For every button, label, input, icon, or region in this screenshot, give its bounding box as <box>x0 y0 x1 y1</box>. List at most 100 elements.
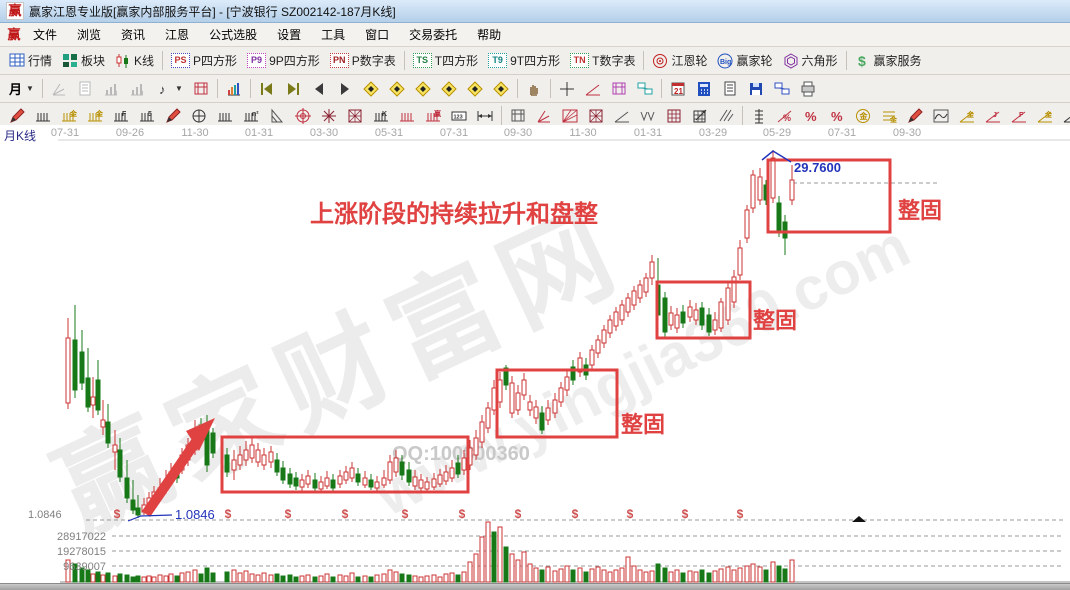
period-selector[interactable]: 月 ▼ <box>4 77 39 100</box>
sectors-button[interactable]: 板块 <box>57 50 110 71</box>
bars9-tool-disabled[interactable]: 9 <box>124 79 150 99</box>
menu-item-5[interactable]: 公式选股 <box>209 28 258 42</box>
p9-square-button[interactable]: P9 9P四方形 <box>242 50 325 71</box>
diamond-nav-4[interactable] <box>436 79 462 99</box>
bottom-scrollbar[interactable] <box>0 583 1070 590</box>
j-angle-tool[interactable]: J <box>980 106 1006 126</box>
wave-tool[interactable] <box>928 106 954 126</box>
span-tool[interactable] <box>472 106 498 126</box>
calculator-tool[interactable] <box>691 79 717 99</box>
star-tool[interactable] <box>316 106 342 126</box>
angle-lines-tool[interactable] <box>609 106 635 126</box>
gold-angle-2[interactable]: 金 <box>1032 106 1058 126</box>
plain-comb[interactable] <box>212 106 238 126</box>
gann-comb[interactable] <box>30 106 56 126</box>
box-net-tool[interactable] <box>583 106 609 126</box>
p-number-button[interactable]: PN P数字表 <box>325 50 401 71</box>
menu-item-9[interactable]: 交易委托 <box>409 28 458 42</box>
menu-item-4[interactable]: 江恩 <box>165 28 190 42</box>
diamond-nav-6[interactable] <box>488 79 514 99</box>
list-tool-disabled[interactable] <box>72 79 98 99</box>
f-angle-tool[interactable]: F <box>1006 106 1032 126</box>
red-comb[interactable] <box>394 106 420 126</box>
measure-angle-tool[interactable] <box>580 79 606 99</box>
menu-item-1[interactable]: 文件 <box>33 28 58 42</box>
winner-wheel-button[interactable]: Big 赢家轮 <box>712 50 777 71</box>
menu-item-7[interactable]: 工具 <box>321 28 346 42</box>
menu-item-6[interactable]: 设置 <box>277 28 302 42</box>
color-histogram-tool[interactable] <box>221 79 247 99</box>
calendar-tool[interactable]: 21 <box>665 79 691 99</box>
fan-lines-tool[interactable] <box>531 106 557 126</box>
sail-tool[interactable] <box>264 106 290 126</box>
go-prev-button[interactable] <box>306 79 332 99</box>
gann-wheel-button[interactable]: 江恩轮 <box>647 50 712 71</box>
five-comb[interactable]: 5 <box>134 106 160 126</box>
target-tool[interactable] <box>290 106 316 126</box>
gann-comb-icon <box>35 108 51 124</box>
go-first-button[interactable] <box>254 79 280 99</box>
circle-ruler[interactable] <box>186 106 212 126</box>
diamond-nav-5[interactable] <box>462 79 488 99</box>
menu-item-3[interactable]: 资讯 <box>121 28 146 42</box>
print-tool[interactable] <box>795 79 821 99</box>
gann-frame-tool[interactable] <box>606 79 632 99</box>
web-tool[interactable] <box>632 79 658 99</box>
pct-angle-tool[interactable]: % <box>772 106 798 126</box>
hatch-tool[interactable] <box>713 106 739 126</box>
gold-circle-tool[interactable]: 金 <box>850 106 876 126</box>
draw-pencil-2[interactable] <box>160 106 186 126</box>
go-last-button[interactable] <box>280 79 306 99</box>
toolbar-tools: 月 ▼ 3 9 ♪ ▼ 21 <box>0 75 1070 103</box>
restore-tool[interactable] <box>188 79 214 99</box>
frame-tool[interactable] <box>505 106 531 126</box>
go-next-button[interactable] <box>332 79 358 99</box>
notepad-tool[interactable] <box>717 79 743 99</box>
draw-pencil[interactable] <box>4 106 30 126</box>
rotate-tool-disabled[interactable] <box>46 79 72 99</box>
menu-item-10[interactable]: 帮助 <box>477 28 502 42</box>
gold-angle-1[interactable]: 金 <box>954 106 980 126</box>
percent-tool[interactable]: % <box>798 106 824 126</box>
diamond-nav-1[interactable] <box>358 79 384 99</box>
t9-square-button[interactable]: T9 9T四方形 <box>483 50 565 71</box>
menu-item-2[interactable]: 浏览 <box>77 28 102 42</box>
t-number-button[interactable]: TN T数字表 <box>565 50 640 71</box>
crosshair-tool[interactable] <box>554 79 580 99</box>
diamond-nav-3[interactable] <box>410 79 436 99</box>
pct-line-tool[interactable]: % <box>824 106 850 126</box>
export-tool[interactable] <box>769 79 795 99</box>
sound-tool[interactable]: ♪ ▼ <box>150 79 188 99</box>
gold-comb-2[interactable]: 金 <box>82 106 108 126</box>
t-square-button[interactable]: TS T四方形 <box>408 50 483 71</box>
ruler-123[interactable]: 123 <box>446 106 472 126</box>
kline-plot[interactable]: 07-31 09-26 11-30 01-31 03-30 05-31 07-31 09-30… <box>0 125 1070 590</box>
n2-comb[interactable]: n² <box>238 106 264 126</box>
bars3-tool-disabled[interactable]: 3 <box>98 79 124 99</box>
kline-button[interactable]: K线 <box>110 50 159 71</box>
v-lines-tool[interactable] <box>635 106 661 126</box>
chart-area[interactable]: 赢家财富网 www.yingjia360.com QQ:100800360 月K… <box>0 125 1070 590</box>
menu-item-8[interactable]: 窗口 <box>365 28 390 42</box>
f-comb[interactable]: F <box>108 106 134 126</box>
kline-button-label: K线 <box>134 54 155 68</box>
diamond-nav-2[interactable] <box>384 79 410 99</box>
hand-tool[interactable] <box>521 79 547 99</box>
grid-arrow-tool[interactable] <box>687 106 713 126</box>
speed-angle-tool[interactable]: 速 <box>1058 106 1070 126</box>
box-fan-tool[interactable] <box>557 106 583 126</box>
quote-button[interactable]: 行情 <box>4 50 57 71</box>
hexagon-button[interactable]: 六角形 <box>778 50 843 71</box>
p-square-button[interactable]: PS P四方形 <box>166 50 242 71</box>
k-quote-comb[interactable]: K <box>368 106 394 126</box>
gold-comb-1[interactable]: 金 <box>56 106 82 126</box>
winner-service-button[interactable]: $ 赢家服务 <box>850 50 927 71</box>
win-comb[interactable]: 赢 <box>420 106 446 126</box>
gold-lines-tool[interactable]: 金 <box>876 106 902 126</box>
matrix-tool[interactable] <box>342 106 368 126</box>
draw-pencil-3[interactable] <box>902 106 928 126</box>
ladder-tool[interactable] <box>746 106 772 126</box>
save-tool[interactable] <box>743 79 769 99</box>
position-triangle-marker[interactable] <box>852 516 866 522</box>
grid-tool[interactable] <box>661 106 687 126</box>
